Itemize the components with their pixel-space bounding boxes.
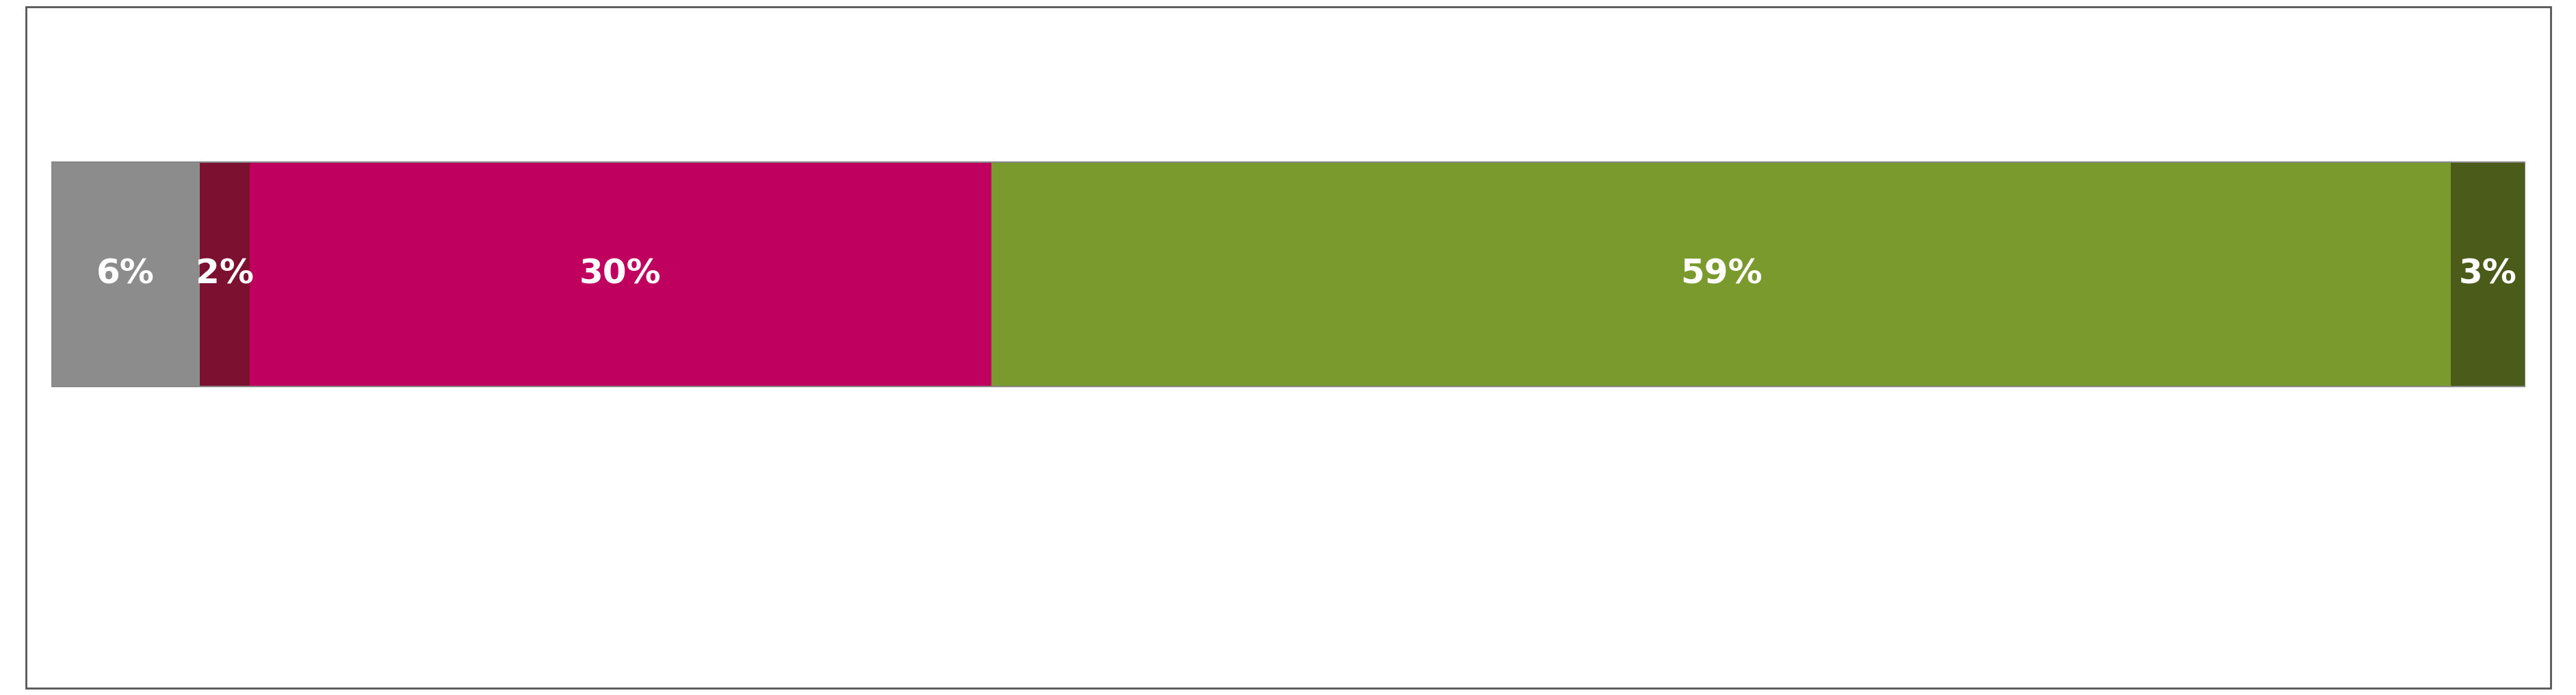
Bar [52,162,201,386]
Bar [250,162,992,386]
Text: 3%: 3% [2458,258,2517,291]
Text: 30%: 30% [580,258,662,291]
Bar [2450,162,2524,386]
Text: 2%: 2% [196,258,252,291]
Bar [992,162,2450,386]
Text: 59%: 59% [1680,258,1762,291]
Text: 6%: 6% [98,258,155,291]
Bar [201,162,250,386]
